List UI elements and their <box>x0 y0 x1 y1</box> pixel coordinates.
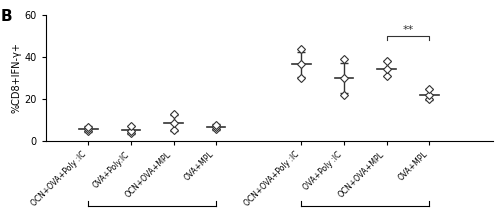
Text: **: ** <box>402 25 413 35</box>
Y-axis label: %CD8+IFN-γ+: %CD8+IFN-γ+ <box>12 43 22 113</box>
Text: B: B <box>1 9 12 24</box>
